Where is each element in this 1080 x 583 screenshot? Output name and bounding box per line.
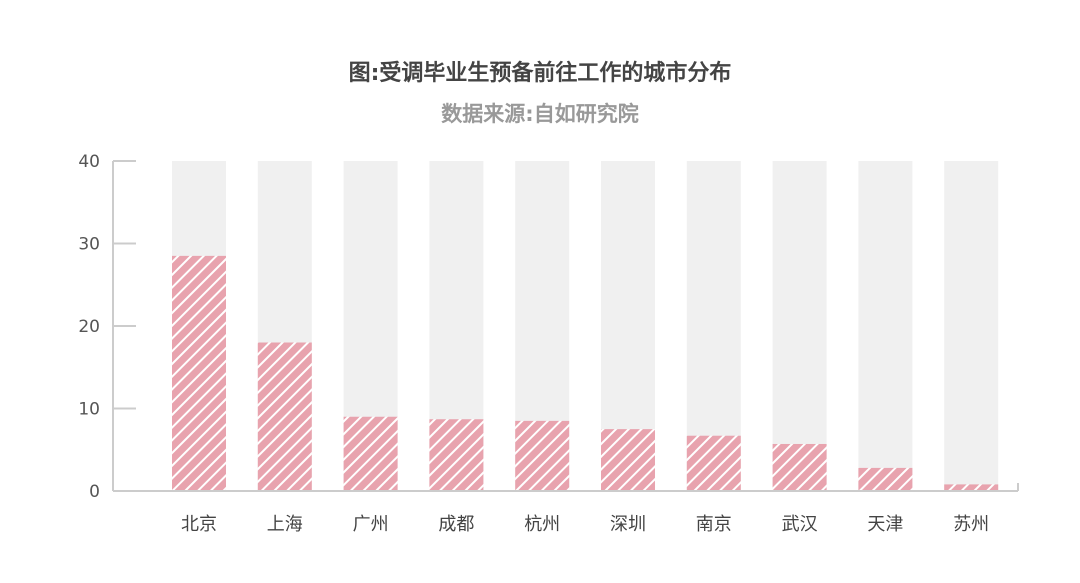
x-tick-label: 上海 [267, 514, 303, 535]
bar-北京 [172, 255, 226, 491]
bar-background [858, 161, 913, 491]
x-tick-label: 南京 [696, 514, 732, 535]
y-tick-label: 40 [78, 152, 100, 172]
x-tick-label: 广州 [353, 514, 389, 535]
y-tick-label: 0 [89, 482, 100, 502]
x-tick-label: 天津 [867, 514, 903, 535]
bar-苏州 [944, 484, 999, 491]
chart-subtitle: 数据来源:自如研究院 [441, 102, 639, 126]
bar-background [944, 161, 999, 491]
bar-深圳 [601, 429, 655, 491]
x-tick-label: 苏州 [953, 514, 989, 535]
x-tick-label: 武汉 [782, 514, 818, 535]
x-tick-label: 成都 [438, 514, 474, 535]
bar-成都 [429, 419, 484, 491]
x-tick-label: 深圳 [610, 514, 646, 535]
bar-广州 [343, 416, 398, 491]
bar-武汉 [772, 443, 827, 491]
y-tick-label: 30 [78, 235, 100, 255]
bar-天津 [858, 467, 913, 491]
y-tick-label: 20 [78, 317, 100, 337]
chart-title: 图:受调毕业生预备前往工作的城市分布 [348, 61, 732, 86]
bar-上海 [257, 342, 312, 491]
x-tick-label: 杭州 [524, 514, 560, 535]
x-tick-label: 北京 [181, 514, 217, 535]
bar-杭州 [515, 420, 570, 491]
bar-南京 [686, 435, 741, 491]
bar-background [772, 161, 827, 491]
y-tick-label: 10 [78, 400, 100, 420]
